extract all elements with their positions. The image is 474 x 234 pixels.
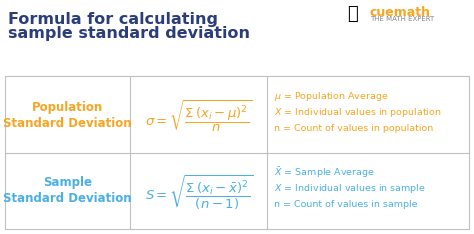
Bar [5,76,469,229]
Text: $X$ = Individual values in population: $X$ = Individual values in population [274,106,442,119]
Text: sample standard deviation: sample standard deviation [8,26,250,41]
Text: $X$ = Individual values in sample: $X$ = Individual values in sample [274,182,426,195]
Text: $S = \sqrt{\dfrac{\Sigma\,(x_i - \bar{x})^2}{(n - 1)}}$: $S = \sqrt{\dfrac{\Sigma\,(x_i - \bar{x}… [145,173,253,212]
Text: 🚀: 🚀 [347,5,358,23]
Text: n = Count of values in sample: n = Count of values in sample [274,200,418,209]
Text: Standard Deviation: Standard Deviation [3,117,132,130]
Text: cuemath: cuemath [370,6,431,19]
Text: Population: Population [32,101,103,114]
Text: THE MATH EXPERT: THE MATH EXPERT [370,16,434,22]
Text: Sample: Sample [43,176,92,189]
Text: n = Count of values in population: n = Count of values in population [274,124,433,133]
Text: $\bar{X}$ = Sample Average: $\bar{X}$ = Sample Average [274,165,375,180]
Text: $\sigma = \sqrt{\dfrac{\Sigma\,(x_i - \mu)^2}{n}}$: $\sigma = \sqrt{\dfrac{\Sigma\,(x_i - \m… [145,99,253,134]
Text: Standard Deviation: Standard Deviation [3,192,132,205]
Text: Formula for calculating: Formula for calculating [8,12,218,27]
Text: $\mu$ = Population Average: $\mu$ = Population Average [274,90,389,103]
